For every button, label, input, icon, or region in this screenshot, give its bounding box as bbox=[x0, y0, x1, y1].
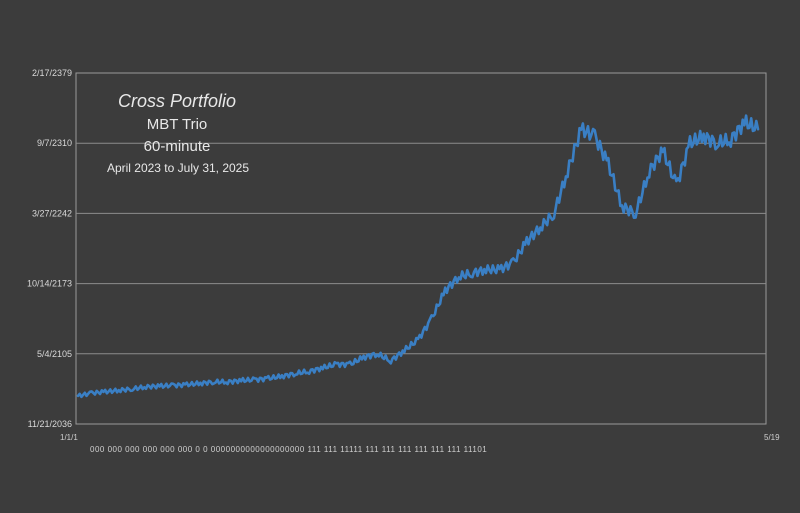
y-tick-label: 5/4/2105 bbox=[37, 349, 72, 359]
chart-subtitle-timeframe: 60-minute bbox=[143, 138, 211, 155]
y-tick-label: 3/27/2242 bbox=[32, 208, 72, 218]
series-layer bbox=[76, 114, 760, 399]
chart-subtitle-system: MBT Trio bbox=[146, 116, 208, 133]
x-tick-label-last: 5/19 bbox=[764, 433, 780, 442]
series-line bbox=[76, 114, 760, 399]
y-tick-label: 10/14/2173 bbox=[27, 279, 72, 289]
plot-area bbox=[75, 72, 767, 425]
y-tick-label: 9/7/2310 bbox=[37, 138, 72, 148]
x-tick-label-first: 1/1/1 bbox=[60, 433, 78, 442]
chart-title: Cross Portfolio bbox=[117, 91, 237, 111]
y-tick-label: 11/21/2036 bbox=[28, 419, 72, 429]
x-tick-sublabels: 000 000 000 000 000 000 0 0 000000000000… bbox=[90, 445, 487, 454]
y-tick-label: 2/17/2379 bbox=[32, 68, 72, 78]
x-axis-ticks: 1/1/1 5/19 000 000 000 000 000 000 0 0 0… bbox=[60, 433, 780, 454]
grid-lines bbox=[76, 142, 766, 355]
chart-subtitle-daterange: April 2023 to July 31, 2025 bbox=[106, 161, 250, 175]
y-axis-ticks: 11/21/2036 5/4/2105 10/14/2173 3/27/2242 9/7… bbox=[27, 68, 72, 429]
